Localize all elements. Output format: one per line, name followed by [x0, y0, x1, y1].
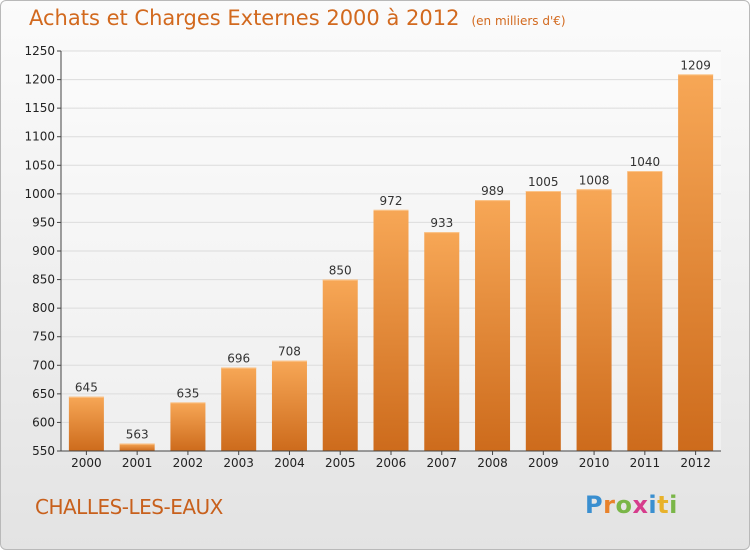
y-tick-label: 550 — [32, 444, 55, 458]
data-label: 972 — [380, 194, 403, 208]
data-label: 696 — [227, 352, 250, 366]
x-tick-label: 2003 — [223, 456, 254, 470]
y-tick-label: 600 — [32, 415, 55, 429]
logo-letter: i — [648, 491, 658, 519]
x-tick-label: 2010 — [579, 456, 610, 470]
logo-letter: x — [632, 491, 649, 519]
data-label: 1008 — [579, 173, 610, 187]
y-tick-label: 700 — [32, 358, 55, 372]
bar — [170, 402, 206, 451]
x-tick-label: 2005 — [325, 456, 356, 470]
data-label: 1040 — [630, 155, 661, 169]
x-tick-label: 2012 — [680, 456, 711, 470]
y-tick-label: 1200 — [24, 73, 55, 87]
bar — [221, 367, 257, 451]
x-tick-label: 2002 — [173, 456, 204, 470]
x-tick-label: 2006 — [376, 456, 407, 470]
data-label: 708 — [278, 345, 301, 359]
y-tick-label: 1250 — [24, 44, 55, 58]
x-tick-label: 2000 — [71, 456, 102, 470]
x-tick-label: 2011 — [630, 456, 661, 470]
y-tick-label: 650 — [32, 387, 55, 401]
chart-title-text: Achats et Charges Externes 2000 à 2012 — [29, 6, 460, 30]
commune-name: CHALLES-LES-EAUX — [35, 495, 223, 519]
brand-logo: Proxiti — [585, 491, 678, 519]
bars — [68, 74, 714, 452]
bar — [678, 74, 714, 451]
axes: 550 600 650 700 750 800 850 900 950 1000 1050 1100 1… — [24, 44, 721, 470]
x-tick-label: 2004 — [274, 456, 305, 470]
y-tick-label: 1100 — [24, 130, 55, 144]
chart-title: Achats et Charges Externes 2000 à 2012 (e… — [29, 6, 566, 30]
bar — [68, 396, 104, 451]
bar — [119, 443, 155, 451]
y-tick-label: 750 — [32, 330, 55, 344]
y-tick-label: 950 — [32, 215, 55, 229]
data-label: 635 — [176, 386, 199, 400]
bar — [525, 191, 561, 451]
data-label: 1209 — [680, 58, 711, 72]
bar — [576, 189, 612, 452]
chart-unit: (en milliers d'€) — [471, 14, 566, 28]
logo-letter: P — [585, 491, 604, 519]
logo-letter: o — [615, 491, 633, 519]
data-label: 645 — [75, 381, 98, 395]
y-tick-label: 900 — [32, 244, 55, 258]
x-tick-label: 2009 — [528, 456, 559, 470]
data-label: 1005 — [528, 175, 559, 189]
labels: 645 563 635 696 708 850 972 933 989 1005 1008 1040 1… — [75, 58, 711, 441]
data-label: 933 — [430, 216, 453, 230]
y-tick-label: 1150 — [24, 101, 55, 115]
y-tick-label: 1050 — [24, 158, 55, 172]
bar — [475, 200, 511, 451]
y-tick-label: 850 — [32, 273, 55, 287]
x-tick-label: 2007 — [426, 456, 457, 470]
logo-letter: i — [669, 491, 678, 519]
y-tick-label: 800 — [32, 301, 55, 315]
bar — [271, 360, 307, 451]
x-tick-label: 2008 — [477, 456, 508, 470]
bar — [627, 171, 663, 451]
data-label: 850 — [329, 264, 352, 278]
x-tick-label: 2001 — [122, 456, 153, 470]
data-label: 989 — [481, 184, 504, 198]
logo-letter: t — [657, 491, 670, 519]
bar — [424, 232, 460, 451]
logo-letter: r — [603, 491, 616, 519]
data-label: 563 — [126, 428, 149, 442]
bar — [373, 209, 409, 451]
y-tick-label: 1000 — [24, 187, 55, 201]
bar — [322, 279, 358, 451]
